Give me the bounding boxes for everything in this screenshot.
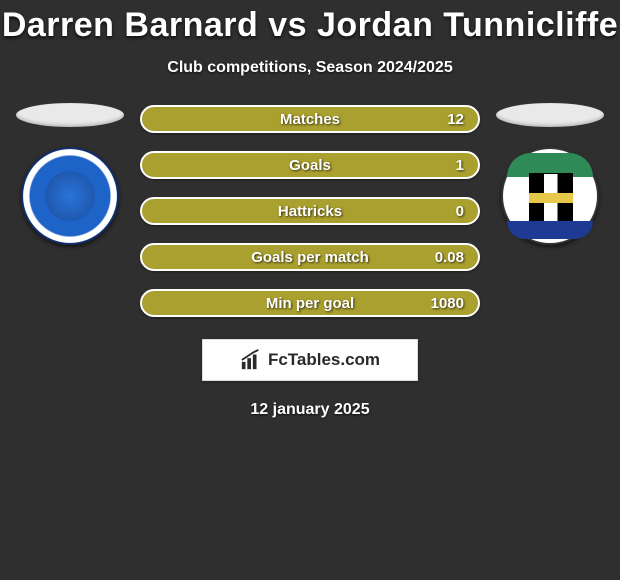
badge-band [529, 193, 573, 203]
stat-bar-min-per-goal: Min per goal 1080 [140, 289, 480, 317]
stat-label: Matches [142, 111, 478, 128]
stat-label: Min per goal [142, 295, 478, 312]
branding-box[interactable]: FcTables.com [202, 339, 418, 381]
solihull-moors-badge-icon [501, 147, 599, 245]
stat-bar-goals-per-match: Goals per match 0.08 [140, 243, 480, 271]
main-row: Matches 12 Goals 1 Hattricks 0 Goals per… [0, 105, 620, 317]
comparison-infographic: Darren Barnard vs Jordan Tunnicliffe Clu… [0, 0, 620, 580]
stat-value: 12 [447, 111, 464, 128]
player-photo-placeholder [496, 103, 604, 127]
bar-chart-icon [240, 349, 262, 371]
player-photo-placeholder [16, 103, 124, 127]
stat-label: Goals [142, 157, 478, 174]
stat-value: 0 [456, 203, 464, 220]
stat-bar-matches: Matches 12 [140, 105, 480, 133]
right-player-column [490, 105, 610, 245]
left-player-column [10, 105, 130, 245]
page-title: Darren Barnard vs Jordan Tunnicliffe [0, 0, 620, 45]
badge-inner [45, 171, 95, 221]
stat-value: 1080 [431, 295, 464, 312]
stats-column: Matches 12 Goals 1 Hattricks 0 Goals per… [130, 105, 490, 317]
aldershot-town-badge-icon [21, 147, 119, 245]
stat-bar-hattricks: Hattricks 0 [140, 197, 480, 225]
stat-value: 0.08 [435, 249, 464, 266]
stat-bar-goals: Goals 1 [140, 151, 480, 179]
stat-label: Hattricks [142, 203, 478, 220]
page-subtitle: Club competitions, Season 2024/2025 [0, 59, 620, 77]
badge-bottom [507, 221, 593, 239]
stat-label: Goals per match [142, 249, 478, 266]
footer-date: 12 january 2025 [0, 401, 620, 419]
branding-text: FcTables.com [268, 350, 380, 370]
stat-value: 1 [456, 157, 464, 174]
